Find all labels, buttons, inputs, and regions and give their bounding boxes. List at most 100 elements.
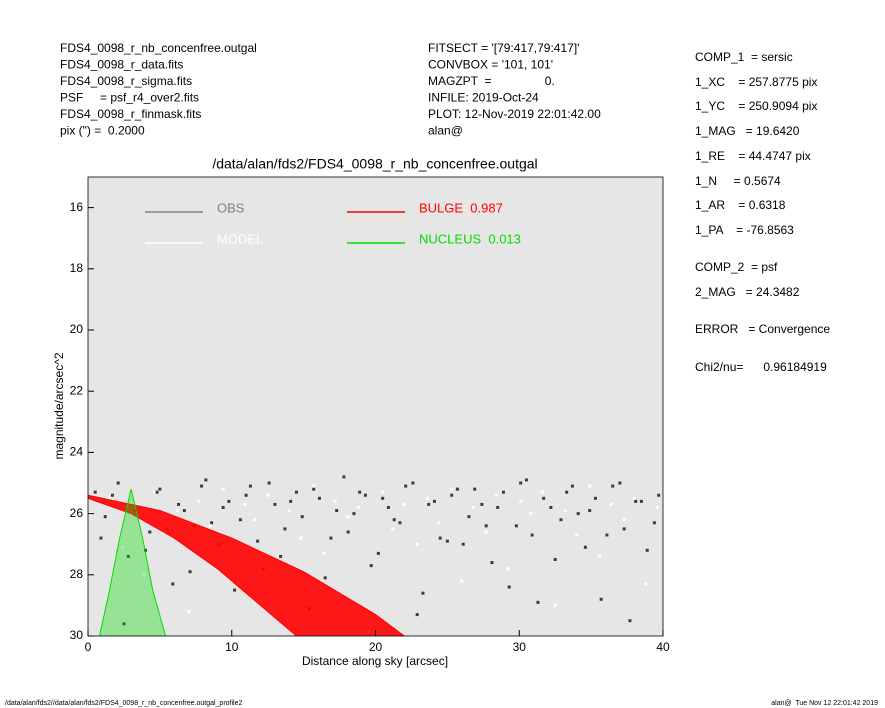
data-point [460,579,464,583]
data-point [122,622,126,626]
data-point [148,530,152,534]
header-right-line: 1_AR = 0.6318 [695,198,786,212]
data-point [175,509,179,513]
data-point [358,490,362,494]
data-point [312,487,316,491]
data-point [514,524,518,528]
data-point [484,524,488,528]
header-right-line: 1_RE = 44.4747 pix [695,149,811,163]
data-point [273,502,277,506]
data-point [540,490,544,494]
data-point [618,481,622,485]
data-point [542,496,546,500]
data-point [248,484,252,488]
header-left-line: FDS4_0098_r_nb_concenfree.outgal [60,41,257,55]
data-point [622,518,626,522]
data-point [553,558,557,561]
header-middle-line: CONVBOX = '101, 101' [428,58,553,72]
chart-title: /data/alan/fds2/FDS4_0098_r_nb_concenfre… [212,156,537,172]
y-tick-label: 24 [70,445,84,459]
data-point [655,505,659,509]
y-tick-label: 30 [70,628,84,642]
data-point [628,619,632,623]
data-point [182,509,186,513]
data-point [576,512,580,516]
data-point [312,484,316,488]
data-point [559,518,563,522]
data-point [427,502,431,506]
data-point [110,493,114,497]
header-right-line: COMP_1 = sersic [695,50,793,64]
data-point [575,533,579,537]
data-point [283,527,287,531]
data-point [210,521,214,525]
data-point [287,509,291,513]
y-tick-label: 28 [70,567,84,581]
data-point [177,502,181,506]
data-point [333,499,337,503]
data-point [599,597,603,601]
data-point [437,521,441,525]
data-point [197,499,201,503]
data-point [266,493,270,497]
data-point [204,478,208,482]
header-right-line: 1_N = 0.5674 [695,174,781,188]
header-middle-line: alan@ [428,124,463,138]
header-right-line: 2_MAG = 24.3482 [695,285,800,299]
data-point [126,554,130,558]
header-middle-line: PLOT: 12-Nov-2019 22:01:42.00 [428,107,601,121]
plot-background [88,177,663,636]
data-point [356,505,360,509]
data-point [244,493,248,497]
data-point [415,542,419,546]
data-point [294,490,298,494]
data-point [346,530,350,534]
header-right-line: 1_YC = 250.9094 pix [695,99,817,113]
data-point [471,505,475,509]
data-point [171,582,175,586]
data-point [381,490,385,494]
data-point [300,515,304,519]
data-point [480,502,484,506]
header-middle-line: INFILE: 2019-Oct-24 [428,91,539,105]
header-middle-line: FITSECT = '[79:417,79:417]' [428,41,579,55]
data-point [494,493,498,497]
data-point [484,530,488,534]
data-point [391,527,395,531]
header-left-line: PSF = psf_r4_over2.fits [60,91,199,105]
data-point [346,515,350,519]
data-point [103,515,107,519]
data-point [279,554,283,558]
legend-label: OBS [217,200,245,215]
header-middle-line: MAGZPT = 0. [428,74,555,88]
y-tick-label: 16 [70,200,84,214]
x-tick-label: 40 [656,640,670,654]
data-point [299,536,303,540]
data-point [238,518,242,522]
data-point [632,496,636,500]
footer-left: /data/alan/fds2//data/alan/fds2/FDS4_009… [5,700,243,707]
data-point [322,551,326,555]
data-point [323,576,327,580]
data-point [142,573,146,577]
data-point [108,496,112,500]
data-point [335,509,339,513]
data-point [342,475,346,479]
data-point [524,478,528,482]
data-point [609,502,613,506]
data-point [639,499,643,503]
data-point [530,533,534,537]
y-tick-label: 18 [70,261,84,275]
x-axis-label: Distance along sky [arcsec] [302,654,448,668]
data-point [563,509,567,513]
data-point [227,499,231,503]
data-point [200,484,204,488]
data-point [496,505,500,509]
data-point [121,545,124,549]
data-point [450,487,454,491]
header-right-line: ERROR = Convergence [695,322,830,336]
data-point [467,515,471,519]
data-point [267,481,271,485]
header-right-line: 1_PA = -76.8563 [695,223,794,237]
data-point [289,499,293,503]
